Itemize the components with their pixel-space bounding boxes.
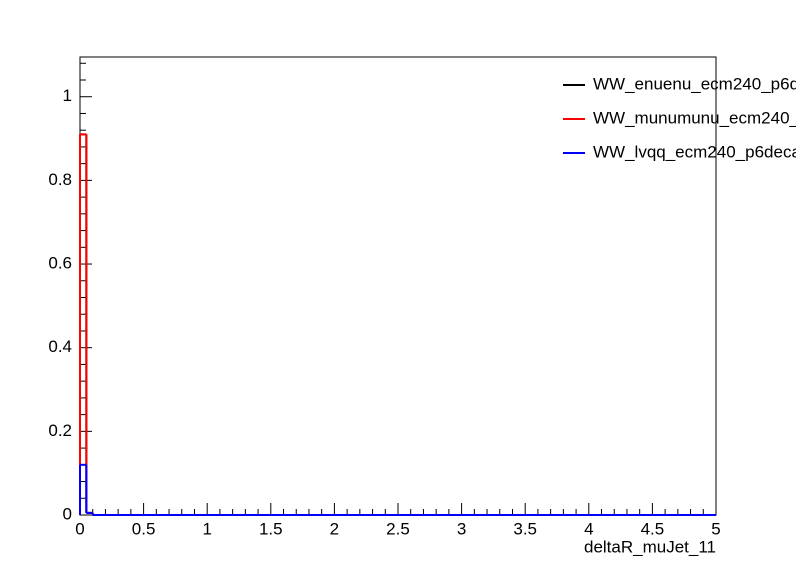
y-tick-label: 0.8 <box>48 170 72 189</box>
y-tick-label: 1 <box>63 86 72 105</box>
legend-label: WW_munumunu_ecm240_p <box>593 108 796 127</box>
y-tick-label: 0 <box>63 504 72 523</box>
x-tick-label: 3 <box>457 519 466 538</box>
legend-label: WW_enuenu_ecm240_p6de <box>593 74 796 93</box>
x-tick-label: 1 <box>202 519 211 538</box>
x-tick-label: 4.5 <box>641 519 665 538</box>
x-tick-label: 5 <box>711 519 720 538</box>
x-tick-label: 3.5 <box>513 519 537 538</box>
x-tick-label: 0.5 <box>132 519 156 538</box>
x-tick-label: 4 <box>584 519 593 538</box>
y-tick-label: 0.4 <box>48 337 72 356</box>
legend-label: WW_lvqq_ecm240_p6decay <box>593 142 796 161</box>
y-tick-label: 0.2 <box>48 421 72 440</box>
x-tick-label: 0 <box>75 519 84 538</box>
x-axis-label: deltaR_muJet_11 <box>584 537 716 556</box>
x-tick-label: 1.5 <box>259 519 283 538</box>
y-tick-label: 0.6 <box>48 254 72 273</box>
x-tick-label: 2 <box>330 519 339 538</box>
x-tick-label: 2.5 <box>386 519 410 538</box>
